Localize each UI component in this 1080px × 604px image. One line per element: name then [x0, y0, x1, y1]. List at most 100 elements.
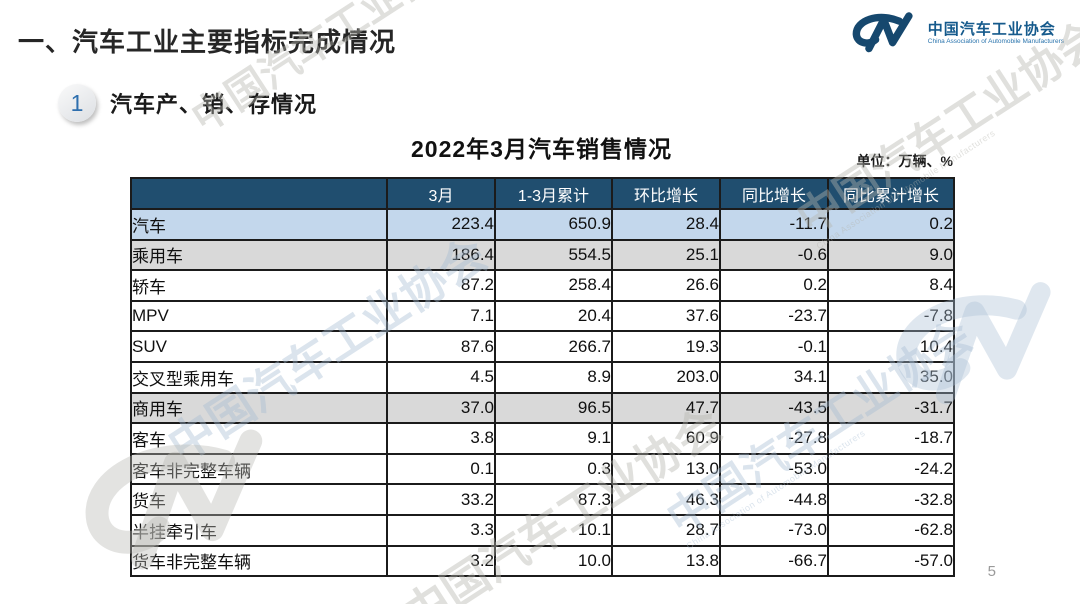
cell-value: -11.7: [719, 208, 829, 241]
cell-value: 37.6: [611, 299, 721, 333]
sales-table-body: 汽车 223.4 650.9 28.4 -11.7 0.2 乘用车 186.4 …: [130, 208, 955, 578]
cell-value: 96.5: [494, 391, 613, 425]
cell-value: 25.1: [611, 238, 721, 272]
table-row: 客车非完整车辆 0.1 0.3 13.0 -53.0 -24.2: [130, 452, 955, 486]
cell-value: 87.6: [386, 330, 496, 363]
logo-name-cn: 中国汽车工业协会: [927, 20, 1056, 38]
table-row: 汽车 223.4 650.9 28.4 -11.7 0.2: [130, 208, 955, 241]
header-cell-yoy-cumulative-growth: 同比累计增长: [827, 177, 955, 210]
cell-value: 10.1: [494, 513, 613, 547]
cell-value: -18.7: [827, 422, 955, 455]
cell-value: 20.4: [494, 299, 613, 333]
cell-value: 258.4: [494, 269, 613, 302]
table-row: 乘用车 186.4 554.5 25.1 -0.6 9.0: [130, 238, 955, 272]
cell-value: 3.8: [386, 422, 496, 455]
cell-value: 37.0: [386, 391, 496, 425]
cm-logo-icon: [846, 10, 920, 56]
page-number: 5: [987, 563, 996, 580]
cell-value: 203.0: [611, 360, 721, 394]
cell-value: -0.1: [719, 330, 829, 363]
cell-value: 47.7: [611, 391, 721, 425]
cell-value: -0.6: [719, 238, 829, 272]
cell-value: 13.0: [611, 452, 721, 486]
cell-value: 10.4: [827, 330, 955, 363]
cell-value: -66.7: [719, 544, 829, 578]
sales-table-header: 3月 1-3月累计 环比增长 同比增长 同比累计增长: [130, 177, 955, 210]
header-cell-category: [130, 177, 388, 210]
cell-value: 8.4: [827, 269, 955, 302]
logo-text: 中国汽车工业协会 China Association of Automobile…: [928, 21, 1064, 46]
cell-value: 554.5: [494, 238, 613, 272]
cell-value: -53.0: [719, 452, 829, 486]
cell-value: 0.2: [827, 208, 955, 241]
cell-value: 13.8: [611, 544, 721, 578]
header-cell-mom-growth: 环比增长: [611, 177, 721, 210]
section-heading: 1 汽车产、销、存情况: [58, 84, 317, 122]
cell-value: 19.3: [611, 330, 721, 363]
header-row: 3月 1-3月累计 环比增长 同比增长 同比累计增长: [130, 177, 955, 210]
cell-value: 0.2: [719, 269, 829, 302]
table-row: 商用车 37.0 96.5 47.7 -43.5 -31.7: [130, 391, 955, 425]
cell-value: 35.0: [827, 360, 955, 394]
cell-value: -32.8: [827, 483, 955, 516]
row-label: 乘用车: [130, 238, 388, 272]
cell-value: -44.8: [719, 483, 829, 516]
cell-value: 87.3: [494, 483, 613, 516]
section-label: 汽车产、销、存情况: [110, 92, 318, 117]
cell-value: 650.9: [494, 208, 613, 241]
table-title: 2022年3月汽车销售情况: [411, 136, 672, 162]
table-row: SUV 87.6 266.7 19.3 -0.1 10.4: [130, 330, 955, 363]
cell-value: 186.4: [386, 238, 496, 272]
row-label: SUV: [130, 330, 388, 363]
cell-value: 4.5: [386, 360, 496, 394]
header-cell-cumulative: 1-3月累计: [494, 177, 613, 210]
cell-value: 0.3: [494, 452, 613, 486]
cell-value: 223.4: [386, 208, 496, 241]
row-label: 轿车: [130, 269, 388, 302]
header-cell-yoy-growth: 同比增长: [719, 177, 829, 210]
cell-value: 8.9: [494, 360, 613, 394]
row-label: 客车: [130, 422, 388, 455]
cell-value: 46.3: [611, 483, 721, 516]
table-row: 客车 3.8 9.1 60.9 -27.8 -18.7: [130, 422, 955, 455]
table-row: 货车非完整车辆 3.2 10.0 13.8 -66.7 -57.0: [130, 544, 955, 578]
cell-value: 28.4: [611, 208, 721, 241]
row-label: MPV: [130, 299, 388, 333]
cell-value: -62.8: [827, 513, 955, 547]
cell-value: 28.7: [611, 513, 721, 547]
cell-value: 9.0: [827, 238, 955, 272]
page-title: 一、汽车工业主要指标完成情况: [18, 27, 397, 57]
cell-value: -7.8: [827, 299, 955, 333]
row-label: 交叉型乘用车: [130, 360, 388, 394]
cell-value: -23.7: [719, 299, 829, 333]
cell-value: -27.8: [719, 422, 829, 455]
row-label: 货车非完整车辆: [130, 544, 388, 578]
row-label: 汽车: [130, 208, 388, 241]
cell-value: 26.6: [611, 269, 721, 302]
cell-value: -24.2: [827, 452, 955, 486]
cell-value: 33.2: [386, 483, 496, 516]
header-cell-month: 3月: [386, 177, 496, 210]
cell-value: -73.0: [719, 513, 829, 547]
cell-value: 3.3: [386, 513, 496, 547]
cell-value: 87.2: [386, 269, 496, 302]
cell-value: 7.1: [386, 299, 496, 333]
cell-value: -31.7: [827, 391, 955, 425]
logo-name-en: China Association of Automobile Manufact…: [927, 37, 1064, 45]
table-row: 半挂牵引车 3.3 10.1 28.7 -73.0 -62.8: [130, 513, 955, 547]
table-row: MPV 7.1 20.4 37.6 -23.7 -7.8: [130, 299, 955, 333]
row-label: 客车非完整车辆: [130, 452, 388, 486]
unit-note: 单位：万辆、%: [856, 153, 953, 169]
cell-value: 60.9: [611, 422, 721, 455]
cell-value: 10.0: [494, 544, 613, 578]
cell-value: 9.1: [494, 422, 613, 455]
section-number-badge: 1: [58, 84, 96, 122]
cell-value: 266.7: [494, 330, 613, 363]
row-label: 半挂牵引车: [130, 513, 388, 547]
cell-value: -57.0: [827, 544, 955, 578]
row-label: 货车: [130, 483, 388, 516]
table-row: 货车 33.2 87.3 46.3 -44.8 -32.8: [130, 483, 955, 516]
sales-table: 3月 1-3月累计 环比增长 同比增长 同比累计增长 汽车 223.4 650.…: [130, 177, 955, 578]
cell-value: 0.1: [386, 452, 496, 486]
